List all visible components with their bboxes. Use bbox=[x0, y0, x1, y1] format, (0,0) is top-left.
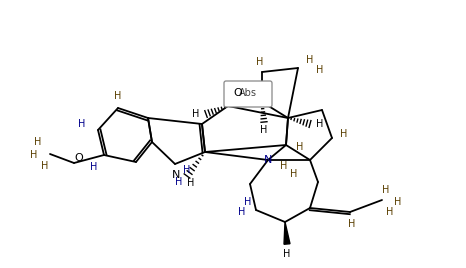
Text: H: H bbox=[316, 65, 324, 75]
Text: H: H bbox=[382, 185, 390, 195]
Text: H: H bbox=[283, 249, 291, 259]
Text: H: H bbox=[348, 219, 356, 229]
Text: H: H bbox=[260, 125, 267, 135]
Text: H: H bbox=[192, 109, 200, 119]
Text: H: H bbox=[340, 129, 348, 139]
Text: N: N bbox=[264, 155, 272, 165]
Text: H: H bbox=[34, 137, 41, 147]
Text: H: H bbox=[316, 119, 324, 129]
Text: O: O bbox=[75, 153, 83, 163]
Text: H: H bbox=[30, 150, 38, 160]
Text: H: H bbox=[78, 119, 86, 129]
Text: H: H bbox=[238, 207, 246, 217]
Text: H: H bbox=[41, 161, 48, 171]
Text: N: N bbox=[172, 170, 180, 180]
Text: H: H bbox=[281, 161, 288, 171]
Text: Abs: Abs bbox=[239, 88, 257, 98]
Text: H: H bbox=[244, 197, 252, 207]
Text: H: H bbox=[256, 57, 264, 67]
Text: H: H bbox=[296, 142, 304, 152]
Polygon shape bbox=[284, 222, 290, 244]
Text: H: H bbox=[187, 178, 195, 188]
Text: H: H bbox=[183, 165, 191, 175]
Text: H: H bbox=[114, 91, 122, 101]
FancyBboxPatch shape bbox=[224, 81, 272, 107]
Text: H: H bbox=[394, 197, 402, 207]
Text: H: H bbox=[386, 207, 394, 217]
Text: H: H bbox=[90, 162, 98, 172]
Text: H: H bbox=[306, 55, 314, 65]
Text: H: H bbox=[290, 169, 298, 179]
Text: H: H bbox=[175, 177, 183, 187]
Text: O: O bbox=[233, 88, 242, 98]
